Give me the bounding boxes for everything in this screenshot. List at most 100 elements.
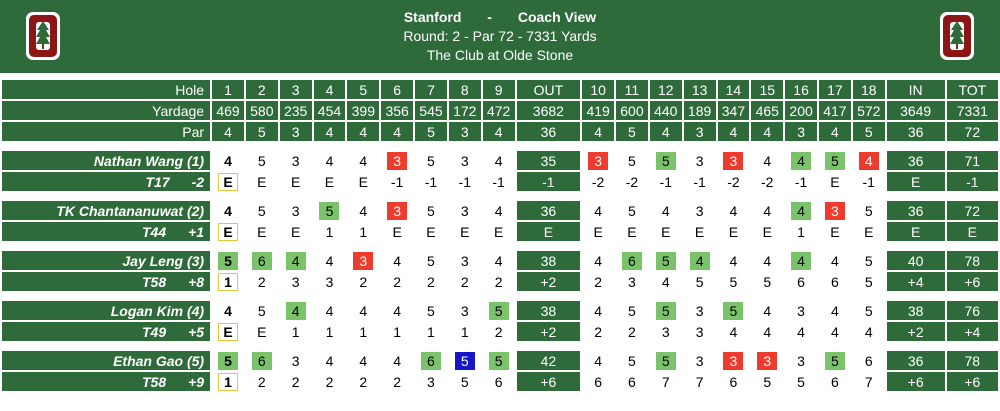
to-par-value: 2	[325, 373, 334, 390]
to-par-value: E	[358, 173, 368, 190]
to-par-total: E	[516, 222, 581, 241]
score-total: 40	[886, 251, 945, 270]
player-name[interactable]: Nathan Wang (1)	[2, 151, 211, 170]
score-value: 6	[420, 351, 441, 370]
score-value: 3	[695, 202, 704, 219]
to-par-value: 5	[763, 273, 772, 290]
to-par-total: E	[946, 222, 998, 241]
hole-row-cell: 2	[245, 80, 278, 99]
score-cell: 5	[616, 301, 648, 320]
to-par-total: +6	[946, 272, 998, 291]
score-value: 5	[628, 352, 636, 369]
to-par-value: +6	[964, 273, 981, 290]
to-par-value: 2	[460, 273, 469, 290]
score-cell: 4	[313, 251, 346, 270]
player-name[interactable]: Logan Kim (4)	[2, 301, 211, 320]
to-par-value: 6	[628, 373, 636, 390]
yardage-row-cell: 7331	[946, 101, 998, 120]
par-row-cell: 4	[212, 122, 244, 141]
to-par-value: 4	[864, 323, 873, 340]
score-cell: 5	[245, 151, 278, 170]
score-cell: 6	[852, 351, 885, 370]
score-cell: 4	[279, 301, 312, 320]
score-cell: 4	[785, 151, 817, 170]
score-cell: 5	[852, 251, 885, 270]
score-value: 4	[224, 152, 232, 169]
score-cell: 4	[313, 351, 346, 370]
to-par-value: 6	[594, 373, 602, 390]
to-par-value: +2	[907, 323, 924, 340]
score-cell: 3	[819, 201, 851, 220]
hole-row-cell: 6	[381, 80, 414, 99]
score-cell: 3	[448, 201, 481, 220]
tree-icon	[950, 21, 964, 50]
score-cell: 3	[717, 151, 750, 170]
score-cell: 6	[245, 251, 278, 270]
player-position: T17	[145, 173, 170, 190]
player-name[interactable]: Ethan Gao (5)	[2, 351, 211, 370]
yardage-row-cell: 3649	[886, 101, 945, 120]
par-row-cell: 3	[279, 122, 312, 141]
hole-row-cell: 10	[582, 80, 615, 99]
score-cell: 4	[482, 201, 515, 220]
hole-row-cell: 14	[717, 80, 750, 99]
hole-row-cell: 7	[415, 80, 447, 99]
to-par-cell: -1	[649, 172, 682, 191]
to-par-value: 2	[594, 273, 602, 290]
to-par-value: 2	[257, 273, 266, 290]
player-name[interactable]: Jay Leng (3)	[2, 251, 211, 270]
score-cell: 5	[415, 201, 447, 220]
player-to-par: +8	[188, 273, 205, 290]
score-value: 3	[797, 302, 805, 319]
to-par-value: E	[543, 223, 554, 240]
score-cell: 5	[649, 301, 682, 320]
to-par-value: +4	[964, 323, 981, 340]
score-cell: 3	[381, 201, 414, 220]
to-par-value: E	[217, 222, 238, 241]
par-row-cell: 5	[245, 122, 278, 141]
score-cell: 4	[717, 251, 750, 270]
score-cell: 4	[313, 301, 346, 320]
score-value: 4	[359, 202, 368, 219]
to-par-cell: 1	[313, 222, 346, 241]
to-par-cell: 2	[245, 372, 278, 391]
to-par-value: E	[830, 173, 840, 190]
yardage-row-cell: 356	[381, 101, 414, 120]
par-row-cell: 3	[448, 122, 481, 141]
par-row-cell: 4	[313, 122, 346, 141]
to-par-value: -1	[966, 173, 979, 190]
to-par-value: E	[493, 223, 504, 240]
to-par-cell: 2	[245, 272, 278, 291]
score-value: 5	[427, 252, 435, 269]
to-par-value: E	[257, 223, 267, 240]
score-value: 5	[628, 202, 636, 219]
to-par-cell: -1	[381, 172, 414, 191]
score-cell: 4	[717, 201, 750, 220]
hole-row-cell: OUT	[516, 80, 581, 99]
score-cell: 4	[751, 201, 784, 220]
score-value: 6	[251, 251, 272, 270]
score-value: 4	[763, 152, 772, 169]
to-par-value: -1	[693, 173, 706, 190]
to-par-value: -2	[761, 173, 774, 190]
player-name[interactable]: TK Chantananuwat (2)	[2, 201, 211, 220]
player-spacer	[2, 343, 998, 349]
score-value: 3	[824, 201, 845, 220]
hole-row-cell: 9	[482, 80, 515, 99]
player-to-par: +5	[188, 323, 205, 340]
score-value: 6	[864, 352, 873, 369]
to-par-cell: E	[381, 222, 414, 241]
to-par-cell: 7	[683, 372, 716, 391]
to-par-value: 1	[291, 323, 300, 340]
to-par-value: E	[257, 173, 267, 190]
to-par-value: 4	[831, 323, 839, 340]
score-value: 5	[628, 302, 636, 319]
score-value: 3	[460, 152, 469, 169]
yardage-row-cell: 572	[852, 101, 885, 120]
to-par-value: +2	[540, 323, 557, 340]
to-par-cell: E	[279, 222, 312, 241]
score-value: 4	[325, 252, 334, 269]
score-cell: 4	[212, 301, 244, 320]
score-cell: 4	[785, 251, 817, 270]
to-par-cell: 4	[819, 322, 851, 341]
